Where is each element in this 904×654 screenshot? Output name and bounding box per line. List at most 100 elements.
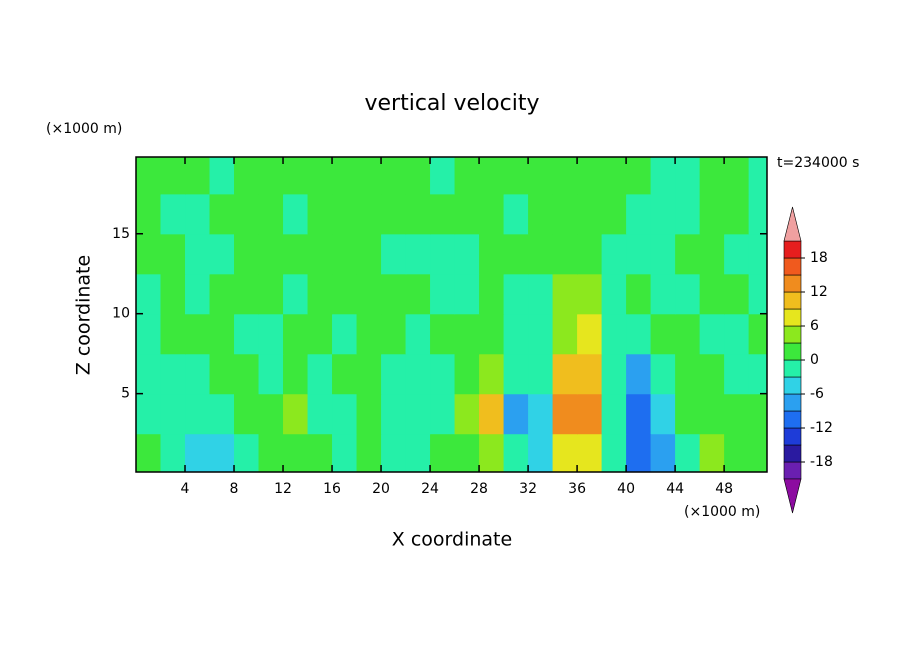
- field-cell: [307, 433, 333, 472]
- field-cell: [307, 157, 333, 195]
- field-cell: [185, 193, 211, 235]
- field-cell: [626, 157, 652, 195]
- field-cell: [258, 433, 284, 472]
- field-cell: [503, 313, 529, 355]
- field-cell: [160, 233, 186, 275]
- field-cell: [332, 433, 358, 472]
- field-cell: [185, 157, 211, 195]
- field-cell: [748, 393, 767, 435]
- chart-title: vertical velocity: [364, 91, 539, 116]
- field-cell: [699, 433, 725, 472]
- field-cell: [307, 193, 333, 235]
- field-cell: [528, 273, 554, 315]
- field-cell: [626, 273, 652, 315]
- field-cell: [552, 393, 578, 435]
- x-tick-label: 24: [421, 481, 439, 497]
- field-cell: [699, 193, 725, 235]
- field-cell: [185, 273, 211, 315]
- colorbar-segment: [783, 274, 802, 293]
- colorbar-tick-label: -18: [810, 454, 833, 470]
- field-cell: [160, 313, 186, 355]
- field-cell: [601, 353, 627, 395]
- field-cell: [724, 233, 750, 275]
- field-cell: [258, 353, 284, 395]
- field-cell: [724, 393, 750, 435]
- field-cell: [626, 393, 652, 435]
- field-cell: [552, 157, 578, 195]
- field: [136, 157, 767, 472]
- field-cell: [332, 233, 358, 275]
- colorbar-tick-label: 6: [810, 318, 819, 334]
- field-cell: [405, 273, 431, 315]
- field-cell: [356, 193, 382, 235]
- field-cell: [601, 433, 627, 472]
- field-cell: [503, 273, 529, 315]
- field-cell: [699, 353, 725, 395]
- field-cell: [748, 273, 767, 315]
- field-cell: [528, 433, 554, 472]
- field-cell: [503, 393, 529, 435]
- field-cell: [381, 313, 407, 355]
- colorbar-segment: [783, 444, 802, 463]
- field-cell: [528, 353, 554, 395]
- field-cell: [675, 393, 701, 435]
- field-cell: [748, 313, 767, 355]
- field-cell: [650, 433, 676, 472]
- field-cell: [454, 433, 480, 472]
- field-cell: [258, 157, 284, 195]
- field-cell: [454, 393, 480, 435]
- field-cell: [381, 433, 407, 472]
- field-cell: [577, 313, 603, 355]
- field-cell: [430, 433, 456, 472]
- field-cell: [601, 273, 627, 315]
- field-cell: [283, 313, 309, 355]
- field-cell: [699, 233, 725, 275]
- colorbar-segment: [783, 308, 802, 327]
- colorbar-segment: [783, 342, 802, 361]
- plot-frame: [135, 156, 768, 473]
- field-cell: [234, 433, 260, 472]
- field-cell: [160, 273, 186, 315]
- field-cell: [356, 433, 382, 472]
- field-cell: [552, 433, 578, 472]
- field-cell: [430, 233, 456, 275]
- colorbar-segment: [783, 359, 802, 378]
- field-cell: [234, 193, 260, 235]
- field-cell: [430, 273, 456, 315]
- field-cell: [577, 273, 603, 315]
- field-cell: [454, 233, 480, 275]
- field-cell: [160, 393, 186, 435]
- colorbar-segment: [783, 410, 802, 429]
- field-cell: [381, 353, 407, 395]
- field-cell: [332, 353, 358, 395]
- colorbar-tick-label: 0: [810, 352, 819, 368]
- field-cell: [650, 157, 676, 195]
- field-cell: [503, 433, 529, 472]
- field-cell: [405, 193, 431, 235]
- field-cell: [136, 393, 162, 435]
- field-cell: [381, 157, 407, 195]
- field-cell: [577, 393, 603, 435]
- field-cell: [185, 233, 211, 275]
- field-cell: [479, 393, 505, 435]
- colorbar-segment: [783, 427, 802, 446]
- field-cell: [577, 193, 603, 235]
- field-cell: [234, 393, 260, 435]
- colorbar-segment: [783, 240, 802, 259]
- field-cell: [503, 193, 529, 235]
- field-cell: [430, 157, 456, 195]
- field-cell: [748, 353, 767, 395]
- field-cell: [283, 157, 309, 195]
- field-cell: [552, 273, 578, 315]
- field-cell: [528, 193, 554, 235]
- x-tick-label: 4: [181, 481, 190, 497]
- field-cell: [454, 273, 480, 315]
- x-tick-label: 28: [470, 481, 488, 497]
- field-cell: [724, 433, 750, 472]
- field-cell: [209, 313, 235, 355]
- field-cell: [258, 393, 284, 435]
- field-cell: [650, 193, 676, 235]
- field-cell: [699, 313, 725, 355]
- field-cell: [626, 193, 652, 235]
- field-cell: [356, 353, 382, 395]
